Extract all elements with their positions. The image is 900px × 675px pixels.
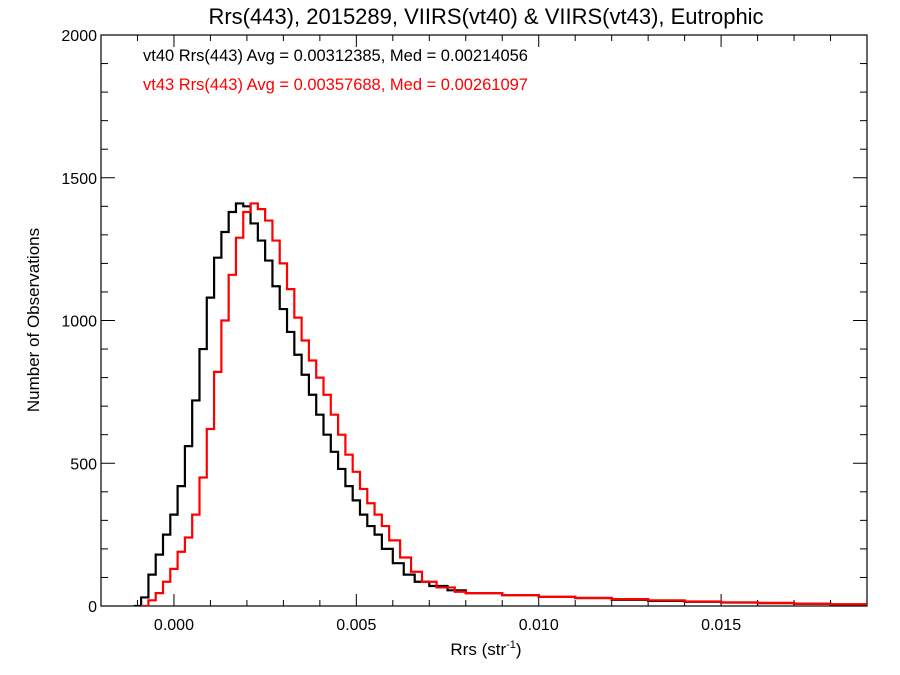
x-tick-label: 0.010 xyxy=(519,617,559,634)
y-axis-label: Number of Observations xyxy=(24,228,43,412)
x-tick-label: 0.005 xyxy=(336,617,376,634)
x-axis-label: Rrs (str-1) xyxy=(450,639,521,659)
plot-frame xyxy=(100,34,868,607)
x-tick-label: 0.000 xyxy=(154,617,194,634)
series-line-vt40 xyxy=(133,202,867,606)
legend: vt40 Rrs(443) Avg = 0.00312385, Med = 0.… xyxy=(143,47,528,94)
series-layer xyxy=(133,202,867,606)
chart-title: Rrs(443), 2015289, VIIRS(vt40) & VIIRS(v… xyxy=(208,4,763,29)
y-axis-ticks: 0 500 1000 1500 2000 xyxy=(61,28,867,616)
x-axis-label-close: ) xyxy=(516,640,522,659)
y-tick-label: 1500 xyxy=(61,171,97,188)
y-tick-label: 1000 xyxy=(61,314,97,331)
y-tick-label: 0 xyxy=(88,599,97,616)
series-line-vt43 xyxy=(141,202,867,606)
legend-entry-vt40: vt40 Rrs(443) Avg = 0.00312385, Med = 0.… xyxy=(143,47,528,65)
x-axis-label-main: Rrs (str xyxy=(450,640,506,659)
x-tick-label: 0.015 xyxy=(701,617,741,634)
plot-border xyxy=(100,34,868,607)
y-tick-label: 2000 xyxy=(61,28,97,45)
y-tick-label: 500 xyxy=(70,456,97,473)
x-axis-label-superscript: -1 xyxy=(506,639,516,651)
x-axis-ticks: 0.000 0.005 0.010 0.015 xyxy=(136,35,832,634)
legend-entry-vt43: vt43 Rrs(443) Avg = 0.00357688, Med = 0.… xyxy=(143,76,528,94)
